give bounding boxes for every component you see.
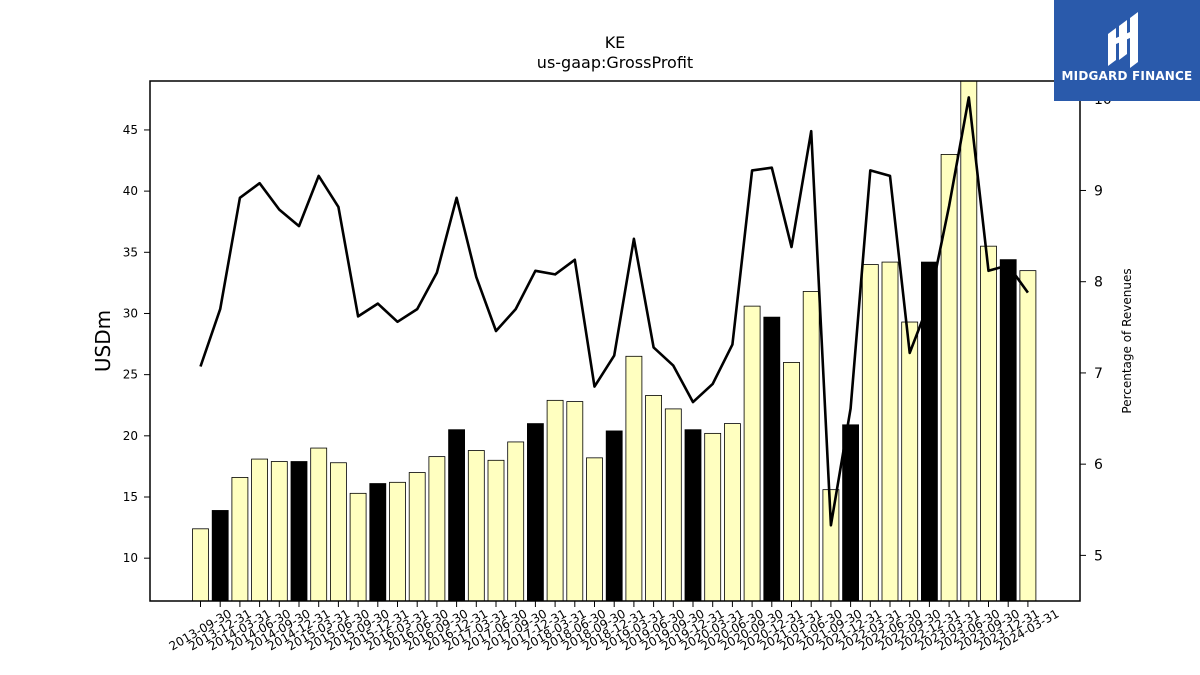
- midgard-logo-icon: [1108, 12, 1138, 68]
- bar-2023-09-30: [980, 245, 997, 602]
- bar-2022-09-30: [901, 321, 919, 602]
- bar-2024-03-31: [1019, 270, 1037, 602]
- y2-tick-label: 8: [1094, 275, 1103, 291]
- y2-tick-label: 7: [1094, 366, 1103, 382]
- bar-2016-06-30: [408, 472, 426, 602]
- y2-tick-label: 5: [1094, 548, 1103, 564]
- bar-2023-12-31: [999, 259, 1017, 602]
- bar-2018-09-30: [586, 457, 603, 602]
- bar-2017-09-30: [507, 441, 525, 602]
- bar-2014-12-31: [290, 461, 308, 602]
- bar-2021-03-31: [783, 362, 800, 602]
- bar-2019-06-30: [645, 395, 662, 602]
- bar-2014-03-31: [231, 477, 249, 602]
- line-series: [199, 96, 1029, 527]
- bar-2016-03-31: [389, 481, 406, 602]
- brand-logo: MIDGARD FINANCE: [1054, 0, 1200, 101]
- bar-2019-09-30: [664, 408, 682, 602]
- bar-2020-12-31: [763, 316, 781, 602]
- bar-2021-06-30: [802, 291, 820, 602]
- x-axis: 2013-09-302013-12-312014-03-312014-06-30…: [167, 601, 1061, 653]
- y-tick-label: 15: [123, 490, 138, 504]
- bar-2014-09-30: [270, 461, 288, 602]
- bar-2013-09-30: [192, 528, 209, 602]
- bar-2015-09-30: [349, 492, 367, 602]
- bar-2015-03-31: [310, 447, 328, 602]
- y-axis-label: USDm: [91, 310, 115, 372]
- bar-2013-12-31: [211, 510, 229, 602]
- y-tick-label: 35: [123, 245, 138, 259]
- bar-2022-06-30: [881, 261, 899, 602]
- y-tick-label: 40: [123, 184, 138, 198]
- bar-2017-03-31: [467, 450, 485, 602]
- bar-2018-06-30: [566, 401, 584, 602]
- bar-2018-12-31: [605, 430, 623, 602]
- y-tick-label: 30: [123, 306, 138, 320]
- y-tick-label: 20: [123, 429, 138, 443]
- chart-title: KE: [605, 33, 626, 52]
- bar-2015-12-31: [369, 483, 387, 602]
- y-axis-left: 10 15 20 25 30 35 40 45: [123, 123, 150, 565]
- bar-2019-12-31: [684, 429, 702, 602]
- bar-2020-06-30: [724, 423, 741, 602]
- line-percentage-of-revenues: [199, 96, 1029, 527]
- y-tick-label: 45: [123, 123, 138, 137]
- bar-2016-09-30: [428, 456, 446, 602]
- plot-frame: [149, 80, 1081, 602]
- bar-2017-12-31: [527, 423, 544, 602]
- bar-2023-03-31: [940, 154, 958, 602]
- y-tick-label: 25: [123, 368, 138, 382]
- bar-2017-06-30: [487, 459, 505, 602]
- y2-axis-label: Percentage of Revenues: [1120, 268, 1134, 413]
- bar-2020-03-31: [704, 432, 722, 602]
- bar-2014-06-30: [251, 458, 269, 602]
- bar-2023-06-30: [960, 80, 978, 602]
- bar-2019-03-31: [625, 355, 643, 602]
- bar-2022-03-31: [861, 264, 879, 602]
- bar-2015-06-30: [329, 462, 347, 602]
- y-axis-right: 5678910: [1080, 92, 1112, 564]
- y2-tick-label: 9: [1094, 183, 1103, 199]
- y-tick-label: 10: [123, 551, 138, 565]
- y2-tick-label: 6: [1094, 457, 1103, 473]
- bar-2020-09-30: [743, 305, 761, 602]
- chart-subtitle: us-gaap:GrossProfit: [537, 53, 693, 72]
- brand-name: MIDGARD FINANCE: [1061, 69, 1193, 83]
- bar-2018-03-31: [546, 399, 564, 602]
- bar-2016-12-31: [448, 429, 466, 602]
- bar-2021-12-31: [842, 424, 859, 602]
